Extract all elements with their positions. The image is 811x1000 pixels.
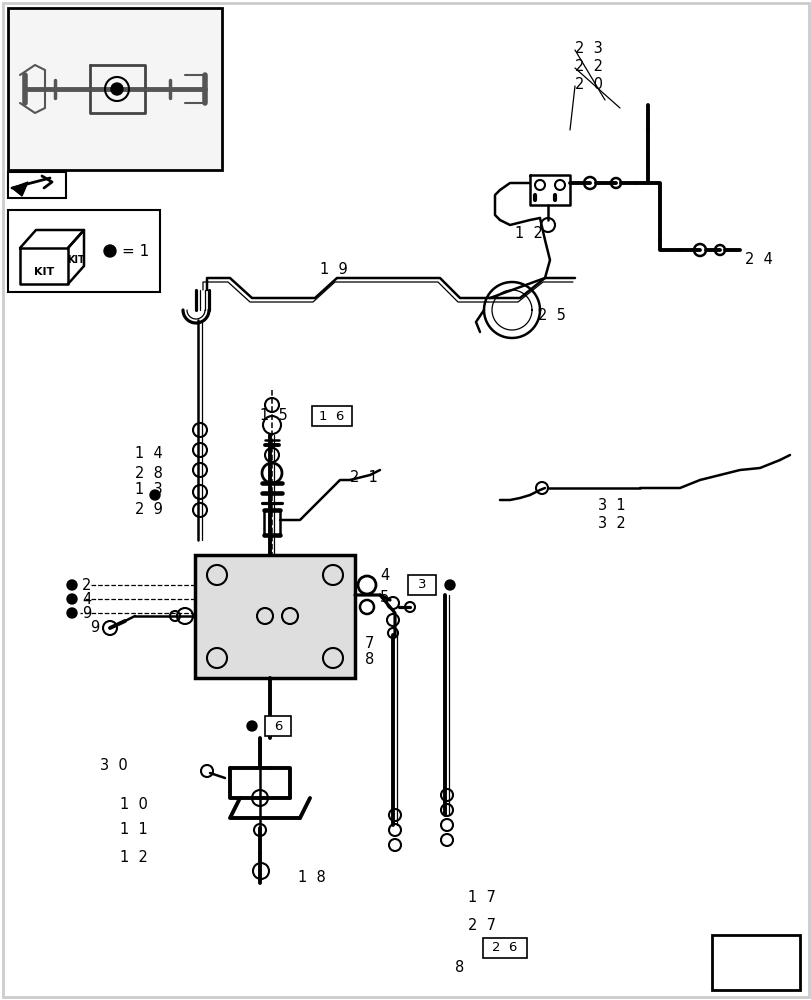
Text: 2  4: 2 4 <box>744 252 772 267</box>
Text: KIT: KIT <box>67 255 85 265</box>
Circle shape <box>67 594 77 604</box>
Text: 1  3: 1 3 <box>135 483 162 497</box>
Circle shape <box>444 580 454 590</box>
Text: 2  0: 2 0 <box>574 77 603 92</box>
Text: 4: 4 <box>380 568 388 582</box>
Text: 8: 8 <box>365 652 374 668</box>
Text: 2  7: 2 7 <box>467 918 496 933</box>
Text: 1  6: 1 6 <box>319 410 344 422</box>
Bar <box>195 555 354 678</box>
Circle shape <box>67 580 77 590</box>
Polygon shape <box>12 182 28 196</box>
Bar <box>8 8 221 170</box>
Bar <box>483 938 526 958</box>
Text: 1  5: 1 5 <box>260 408 287 422</box>
Bar <box>264 716 290 736</box>
Bar <box>311 406 351 426</box>
Text: 1  1: 1 1 <box>120 822 148 837</box>
Text: 2  5: 2 5 <box>538 308 565 322</box>
Circle shape <box>67 608 77 618</box>
Text: 2  8: 2 8 <box>135 466 163 481</box>
Circle shape <box>150 490 160 500</box>
Text: 1  2: 1 2 <box>514 226 543 240</box>
Text: 2: 2 <box>82 578 92 592</box>
Circle shape <box>111 83 122 95</box>
Text: 3: 3 <box>417 578 426 591</box>
Text: 9: 9 <box>90 619 99 635</box>
Text: 1  9: 1 9 <box>320 262 347 277</box>
Text: 2  9: 2 9 <box>135 502 163 518</box>
Circle shape <box>247 721 257 731</box>
Text: KIT: KIT <box>34 267 54 277</box>
Text: 1  8: 1 8 <box>298 870 325 885</box>
Text: 3  0: 3 0 <box>100 758 127 774</box>
Bar <box>407 575 436 595</box>
Text: 4: 4 <box>82 591 91 606</box>
Text: 9: 9 <box>82 605 91 620</box>
Text: 2  3: 2 3 <box>574 41 602 56</box>
Text: 1  0: 1 0 <box>120 797 148 812</box>
Text: 3  2: 3 2 <box>597 516 625 532</box>
Text: 5: 5 <box>380 589 388 604</box>
Bar <box>711 935 799 990</box>
Text: 2  2: 2 2 <box>574 59 603 74</box>
Text: = 1: = 1 <box>122 243 149 258</box>
Text: 1  7: 1 7 <box>467 890 496 905</box>
Bar <box>8 210 160 292</box>
Text: 8: 8 <box>454 960 464 975</box>
Text: 1  4: 1 4 <box>135 446 162 460</box>
Circle shape <box>104 245 116 257</box>
Bar <box>8 172 66 198</box>
Text: 2  1: 2 1 <box>350 471 377 486</box>
Text: 7: 7 <box>365 636 374 650</box>
Text: 6: 6 <box>273 720 282 732</box>
Text: 1  2: 1 2 <box>120 850 148 865</box>
Text: 2  6: 2 6 <box>491 941 517 954</box>
Text: 3  1: 3 1 <box>597 498 624 514</box>
